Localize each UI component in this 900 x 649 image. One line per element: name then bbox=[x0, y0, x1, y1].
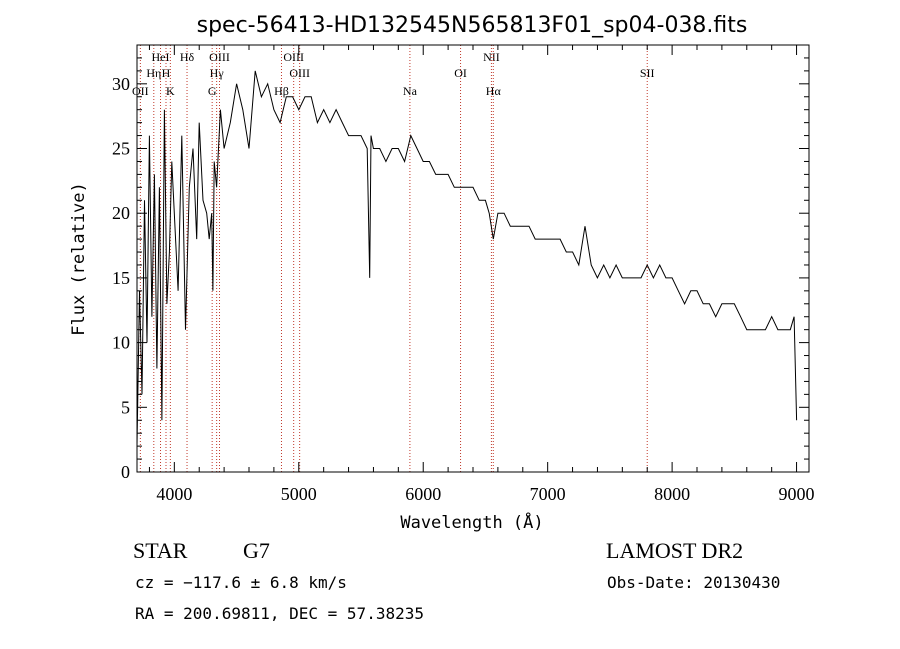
line-label: HeI bbox=[152, 50, 170, 64]
y-axis-ticks: 0 5 10 15 20 25 30 bbox=[112, 57, 809, 482]
x-tick-label: 7000 bbox=[530, 484, 566, 504]
line-label: Hη bbox=[146, 66, 161, 80]
y-tick-label: 20 bbox=[112, 203, 130, 223]
line-label: OIII bbox=[289, 66, 310, 80]
y-axis-label: Flux (relative) bbox=[69, 182, 89, 336]
plot-frame bbox=[136, 44, 810, 473]
spectrum-line bbox=[136, 70, 798, 447]
line-label: Hβ bbox=[274, 84, 289, 98]
line-label: Hα bbox=[486, 84, 502, 98]
y-tick-label: 30 bbox=[112, 74, 130, 94]
object-class: STAR bbox=[133, 538, 188, 563]
x-axis-label: Wavelength (Å) bbox=[400, 511, 543, 533]
observation-date: Obs-Date: 20130430 bbox=[607, 573, 780, 592]
line-label: G bbox=[208, 84, 217, 98]
x-axis-ticks: 4000 5000 6000 7000 8000 9000 bbox=[148, 45, 815, 504]
y-tick-label: 0 bbox=[121, 462, 130, 482]
spectral-subclass: G7 bbox=[243, 538, 270, 563]
y-tick-label: 25 bbox=[112, 139, 130, 159]
line-label: OIII bbox=[209, 50, 230, 64]
x-tick-label: 6000 bbox=[405, 484, 441, 504]
y-tick-label: 5 bbox=[121, 397, 130, 417]
line-label: SII bbox=[640, 66, 655, 80]
line-label: Na bbox=[403, 84, 418, 98]
line-label: Hδ bbox=[180, 50, 195, 64]
sky-coordinates: RA = 200.69811, DEC = 57.38235 bbox=[135, 604, 424, 623]
spectral-line-markers: OIIHηHeIHKHδHγGOIIIHβOIIIOIIINaOINIIHαSI… bbox=[132, 45, 655, 472]
chart-title: spec-56413-HD132545N565813F01_sp04-038.f… bbox=[197, 13, 748, 38]
line-label: OI bbox=[454, 66, 467, 80]
plot-area bbox=[136, 70, 798, 447]
line-label: K bbox=[166, 84, 175, 98]
y-tick-label: 10 bbox=[112, 333, 130, 353]
line-label: OIII bbox=[283, 50, 304, 64]
line-label: NII bbox=[483, 50, 500, 64]
x-tick-label: 8000 bbox=[654, 484, 690, 504]
line-label: H bbox=[162, 66, 171, 80]
line-label: Hγ bbox=[210, 66, 225, 80]
x-tick-label: 5000 bbox=[281, 484, 317, 504]
redshift-velocity: cz = −117.6 ± 6.8 km/s bbox=[135, 573, 347, 592]
survey-name: LAMOST DR2 bbox=[606, 538, 743, 563]
y-tick-label: 15 bbox=[112, 268, 130, 288]
x-tick-label: 9000 bbox=[779, 484, 815, 504]
line-label: OII bbox=[132, 84, 149, 98]
x-tick-label: 4000 bbox=[156, 484, 192, 504]
